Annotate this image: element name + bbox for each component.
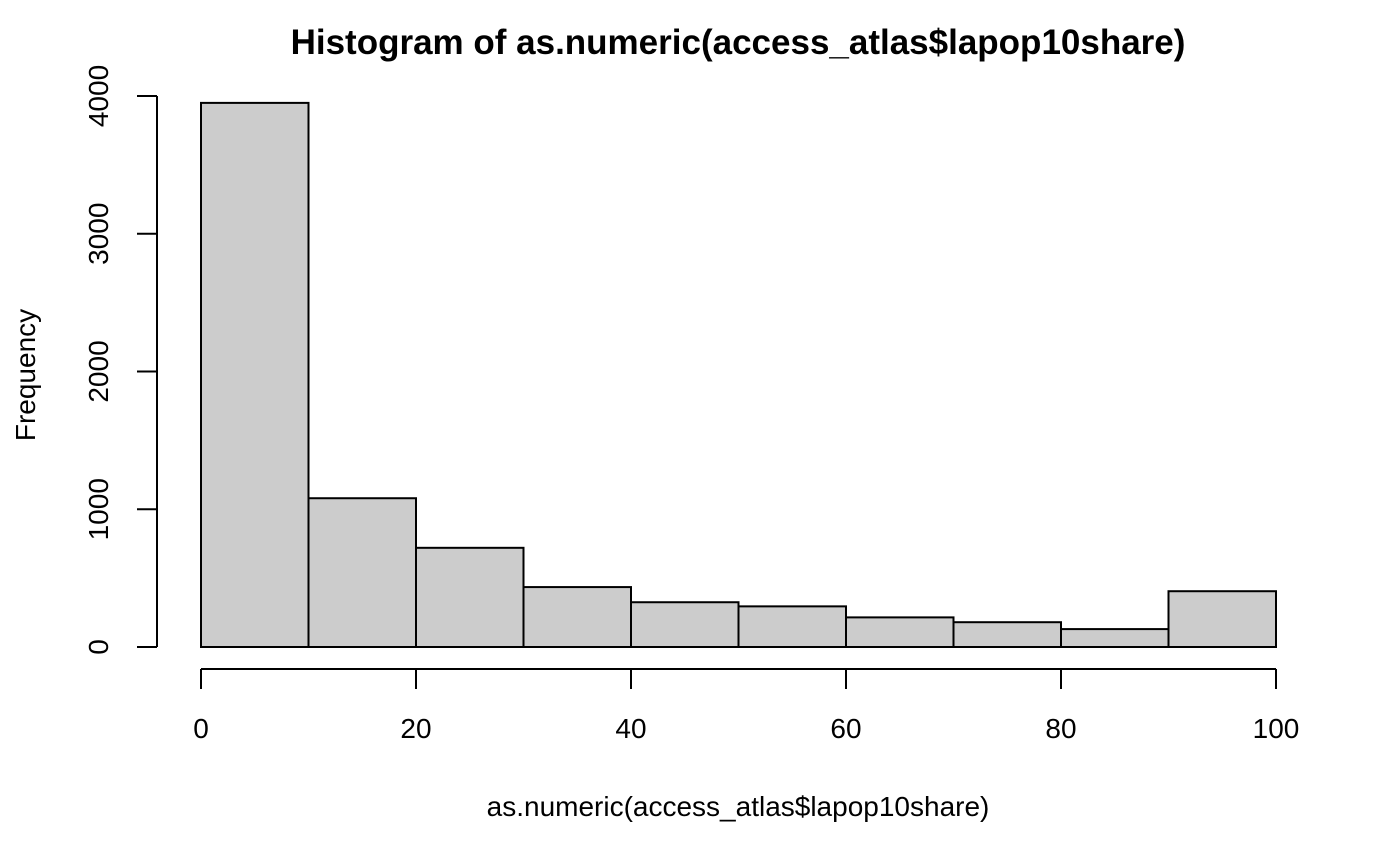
x-axis-label: as.numeric(access_atlas$lapop10share) xyxy=(487,791,990,822)
histogram-bar-40-50 xyxy=(630,601,740,649)
x-tick-label: 20 xyxy=(400,713,431,744)
y-tick-label: 2000 xyxy=(83,340,114,402)
y-tick-label: 0 xyxy=(83,639,114,655)
histogram-bar-20-30 xyxy=(415,546,525,649)
x-axis: 0 20 40 60 80 100 xyxy=(193,668,1300,744)
histogram-bar-90-100 xyxy=(1167,590,1277,648)
histogram-bars xyxy=(200,101,1277,649)
y-tick-label: 4000 xyxy=(83,65,114,127)
y-axis-label: Frequency xyxy=(10,309,41,441)
histogram-bar-70-80 xyxy=(952,621,1062,649)
chart-title: Histogram of as.numeric(access_atlas$lap… xyxy=(291,23,1186,62)
y-axis: 0 1000 2000 3000 4000 xyxy=(83,65,158,655)
y-tick-label: 1000 xyxy=(83,478,114,540)
x-tick-label: 40 xyxy=(615,713,646,744)
x-tick-label: 100 xyxy=(1253,713,1300,744)
x-tick-label: 80 xyxy=(1045,713,1076,744)
histogram-bar-80-90 xyxy=(1060,628,1170,649)
histogram-bar-30-40 xyxy=(522,586,632,648)
histogram-bar-60-70 xyxy=(845,616,955,648)
histogram-bar-10-20 xyxy=(307,497,417,649)
y-tick-label: 3000 xyxy=(83,203,114,265)
x-tick-label: 60 xyxy=(830,713,861,744)
x-tick-label: 0 xyxy=(193,713,209,744)
histogram-bar-50-60 xyxy=(737,605,847,649)
histogram-bar-0-10 xyxy=(200,101,310,648)
